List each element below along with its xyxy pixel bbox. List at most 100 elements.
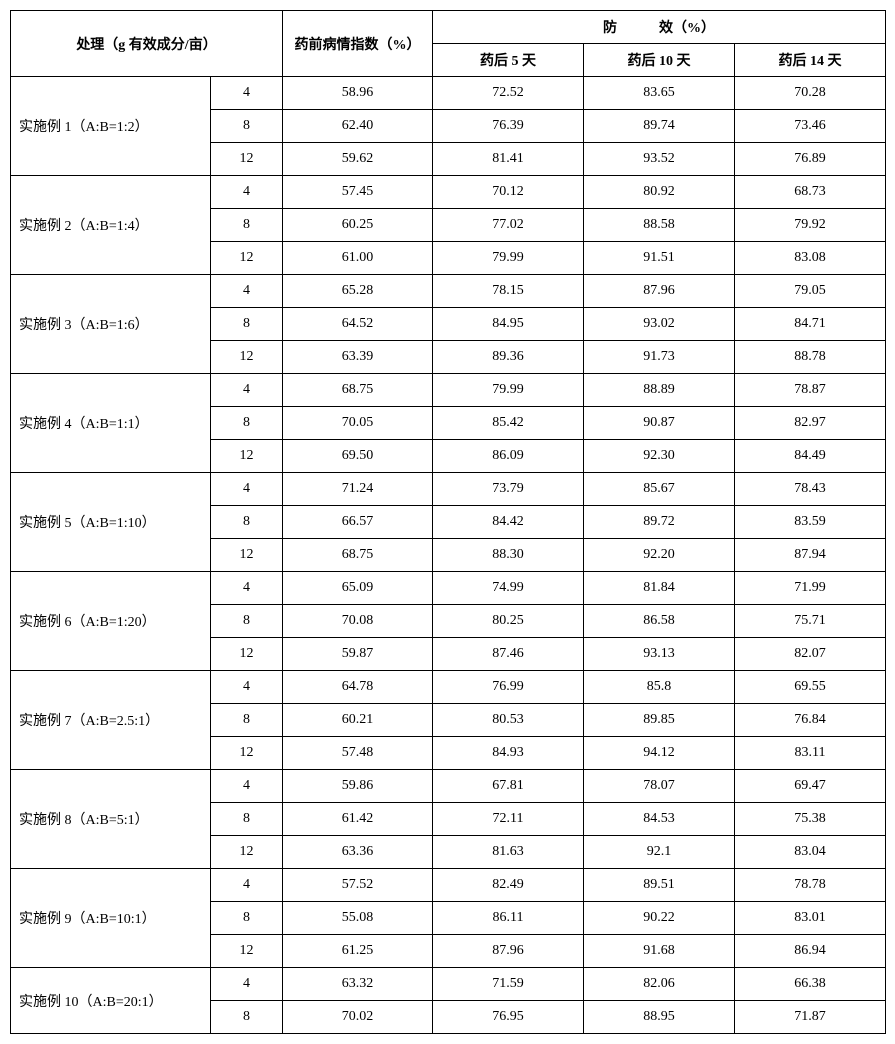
day14-cell: 69.55 <box>735 671 886 704</box>
dose-cell: 8 <box>211 605 283 638</box>
treatment-name-cell: 实施例 1（A:B=1:2） <box>11 77 211 176</box>
dose-cell: 8 <box>211 407 283 440</box>
day14-cell: 83.04 <box>735 836 886 869</box>
day14-cell: 75.38 <box>735 803 886 836</box>
day14-cell: 71.99 <box>735 572 886 605</box>
table-row: 实施例 1（A:B=1:2）458.9672.5283.6570.28 <box>11 77 886 110</box>
dose-cell: 4 <box>211 275 283 308</box>
dose-cell: 4 <box>211 572 283 605</box>
pre-index-cell: 70.02 <box>283 1001 433 1034</box>
day14-cell: 79.92 <box>735 209 886 242</box>
day5-cell: 76.95 <box>433 1001 584 1034</box>
day5-cell: 76.39 <box>433 110 584 143</box>
day5-cell: 67.81 <box>433 770 584 803</box>
table-row: 实施例 8（A:B=5:1）459.8667.8178.0769.47 <box>11 770 886 803</box>
day14-cell: 71.87 <box>735 1001 886 1034</box>
day14-cell: 78.43 <box>735 473 886 506</box>
efficacy-table: 处理（g 有效成分/亩） 药前病情指数（%） 防 效（%） 药后 5 天 药后 … <box>10 10 886 1034</box>
dose-cell: 8 <box>211 308 283 341</box>
day14-cell: 83.59 <box>735 506 886 539</box>
day14-cell: 88.78 <box>735 341 886 374</box>
day5-cell: 86.11 <box>433 902 584 935</box>
day10-cell: 93.52 <box>584 143 735 176</box>
dose-cell: 4 <box>211 968 283 1001</box>
day5-cell: 85.42 <box>433 407 584 440</box>
day5-cell: 72.11 <box>433 803 584 836</box>
treatment-name-cell: 实施例 8（A:B=5:1） <box>11 770 211 869</box>
treatment-name-cell: 实施例 10（A:B=20:1） <box>11 968 211 1034</box>
pre-index-cell: 60.21 <box>283 704 433 737</box>
day5-cell: 84.93 <box>433 737 584 770</box>
treatment-name-cell: 实施例 4（A:B=1:1） <box>11 374 211 473</box>
day5-cell: 81.41 <box>433 143 584 176</box>
pre-index-cell: 59.62 <box>283 143 433 176</box>
dose-cell: 12 <box>211 737 283 770</box>
day10-cell: 90.87 <box>584 407 735 440</box>
pre-index-cell: 70.08 <box>283 605 433 638</box>
day14-cell: 87.94 <box>735 539 886 572</box>
day14-cell: 86.94 <box>735 935 886 968</box>
table-row: 实施例 9（A:B=10:1）457.5282.4989.5178.78 <box>11 869 886 902</box>
day14-cell: 83.01 <box>735 902 886 935</box>
pre-index-cell: 66.57 <box>283 506 433 539</box>
day5-cell: 80.25 <box>433 605 584 638</box>
dose-cell: 12 <box>211 440 283 473</box>
day10-cell: 88.89 <box>584 374 735 407</box>
dose-cell: 4 <box>211 770 283 803</box>
day5-cell: 71.59 <box>433 968 584 1001</box>
dose-cell: 4 <box>211 671 283 704</box>
day14-cell: 83.08 <box>735 242 886 275</box>
dose-cell: 4 <box>211 176 283 209</box>
day14-cell: 78.87 <box>735 374 886 407</box>
pre-index-cell: 61.25 <box>283 935 433 968</box>
table-row: 实施例 10（A:B=20:1）463.3271.5982.0666.38 <box>11 968 886 1001</box>
pre-index-cell: 68.75 <box>283 374 433 407</box>
day5-cell: 88.30 <box>433 539 584 572</box>
day10-cell: 81.84 <box>584 572 735 605</box>
header-row-1: 处理（g 有效成分/亩） 药前病情指数（%） 防 效（%） <box>11 11 886 44</box>
day5-cell: 80.53 <box>433 704 584 737</box>
day14-cell: 66.38 <box>735 968 886 1001</box>
header-day5: 药后 5 天 <box>433 44 584 77</box>
day14-cell: 75.71 <box>735 605 886 638</box>
table-row: 实施例 2（A:B=1:4）457.4570.1280.9268.73 <box>11 176 886 209</box>
day5-cell: 84.95 <box>433 308 584 341</box>
dose-cell: 12 <box>211 935 283 968</box>
pre-index-cell: 69.50 <box>283 440 433 473</box>
day10-cell: 82.06 <box>584 968 735 1001</box>
dose-cell: 8 <box>211 506 283 539</box>
header-day10: 药后 10 天 <box>584 44 735 77</box>
day14-cell: 76.89 <box>735 143 886 176</box>
day10-cell: 91.51 <box>584 242 735 275</box>
day10-cell: 90.22 <box>584 902 735 935</box>
pre-index-cell: 63.39 <box>283 341 433 374</box>
pre-index-cell: 61.42 <box>283 803 433 836</box>
day14-cell: 78.78 <box>735 869 886 902</box>
day5-cell: 78.15 <box>433 275 584 308</box>
pre-index-cell: 61.00 <box>283 242 433 275</box>
day10-cell: 93.02 <box>584 308 735 341</box>
dose-cell: 8 <box>211 803 283 836</box>
day5-cell: 79.99 <box>433 242 584 275</box>
table-row: 实施例 7（A:B=2.5:1）464.7876.9985.869.55 <box>11 671 886 704</box>
pre-index-cell: 59.86 <box>283 770 433 803</box>
day5-cell: 86.09 <box>433 440 584 473</box>
dose-cell: 4 <box>211 77 283 110</box>
day10-cell: 85.67 <box>584 473 735 506</box>
table-row: 实施例 3（A:B=1:6）465.2878.1587.9679.05 <box>11 275 886 308</box>
day14-cell: 73.46 <box>735 110 886 143</box>
day5-cell: 74.99 <box>433 572 584 605</box>
pre-index-cell: 63.36 <box>283 836 433 869</box>
treatment-name-cell: 实施例 7（A:B=2.5:1） <box>11 671 211 770</box>
table-row: 实施例 4（A:B=1:1）468.7579.9988.8978.87 <box>11 374 886 407</box>
day14-cell: 83.11 <box>735 737 886 770</box>
dose-cell: 8 <box>211 209 283 242</box>
header-pre-index: 药前病情指数（%） <box>283 11 433 77</box>
day10-cell: 92.1 <box>584 836 735 869</box>
day14-cell: 76.84 <box>735 704 886 737</box>
treatment-name-cell: 实施例 3（A:B=1:6） <box>11 275 211 374</box>
day14-cell: 70.28 <box>735 77 886 110</box>
dose-cell: 8 <box>211 1001 283 1034</box>
pre-index-cell: 70.05 <box>283 407 433 440</box>
day5-cell: 70.12 <box>433 176 584 209</box>
